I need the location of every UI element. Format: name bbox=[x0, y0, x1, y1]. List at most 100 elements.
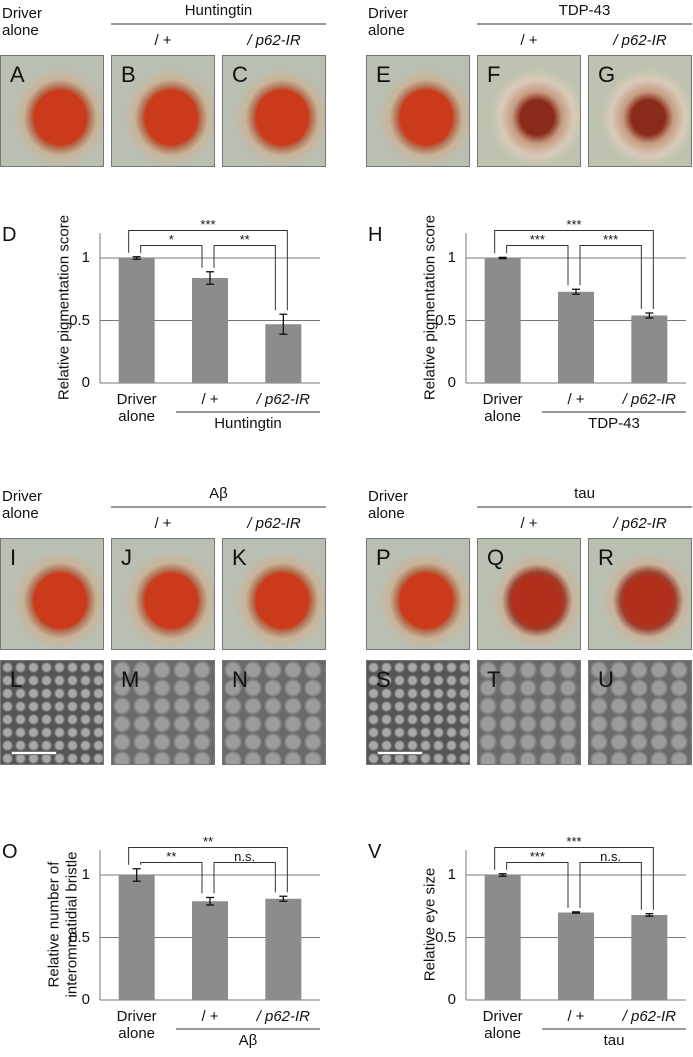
x-tick-label: / p62-IR bbox=[622, 391, 676, 408]
panel-letter: F bbox=[487, 62, 501, 87]
significance-label: * bbox=[168, 231, 174, 247]
x-tick-label: / p62-IR bbox=[622, 1008, 676, 1025]
sem-photo: S bbox=[366, 660, 470, 765]
construct-label: Aβ bbox=[209, 485, 228, 502]
eye-photo: R bbox=[588, 538, 692, 650]
y-tick-label: 0 bbox=[81, 374, 90, 391]
group-label: TDP-43 bbox=[588, 415, 640, 432]
panel-letter: S bbox=[376, 667, 391, 692]
condition-label: / + bbox=[520, 32, 538, 49]
significance-label: *** bbox=[566, 833, 582, 849]
y-tick-label: 0 bbox=[447, 991, 456, 1008]
y-tick-label: 1 bbox=[81, 249, 90, 266]
significance-bracket bbox=[506, 245, 569, 286]
significance-bracket bbox=[128, 230, 288, 311]
significance-label: n.s. bbox=[234, 848, 256, 864]
significance-bracket bbox=[140, 245, 203, 268]
y-tick-label: 0.5 bbox=[435, 928, 456, 946]
bar bbox=[631, 315, 668, 383]
condition-label: / + bbox=[154, 32, 172, 49]
significance-bracket bbox=[128, 847, 288, 893]
sem-photo: U bbox=[588, 660, 692, 765]
x-tick-label: / + bbox=[567, 1008, 585, 1025]
driver-label: Driver alone bbox=[368, 5, 408, 39]
bar bbox=[558, 912, 594, 1000]
sem-photo: L bbox=[0, 660, 104, 765]
scale-bar bbox=[11, 751, 57, 755]
panel-letter: U bbox=[598, 667, 614, 692]
x-tick-label: / p62-IR bbox=[256, 391, 310, 408]
x-tick-label: Driver alone bbox=[482, 391, 523, 425]
significance-bracket bbox=[140, 862, 203, 894]
panel-letter: L bbox=[10, 667, 23, 692]
eye-photo: J bbox=[111, 538, 215, 650]
bar bbox=[118, 258, 155, 383]
eye-photo: E bbox=[366, 55, 470, 167]
panel-letter: T bbox=[487, 667, 501, 692]
panel-letter: J bbox=[121, 545, 132, 570]
eye-photo: P bbox=[366, 538, 470, 650]
y-tick-label: 0.5 bbox=[435, 311, 456, 329]
significance-bracket bbox=[579, 862, 642, 910]
panel-letter: O bbox=[2, 841, 18, 863]
panel-letter: A bbox=[10, 62, 25, 87]
construct-label: tau bbox=[574, 485, 595, 502]
significance-label: *** bbox=[529, 848, 545, 864]
significance-label: ** bbox=[166, 848, 177, 864]
bar bbox=[192, 901, 228, 1000]
x-tick-label: / + bbox=[201, 1008, 219, 1025]
panel-letter: B bbox=[121, 62, 136, 87]
condition-label: / p62-IR bbox=[247, 32, 301, 49]
bar bbox=[558, 291, 594, 383]
panel-letter: K bbox=[232, 545, 247, 570]
x-tick-label: / + bbox=[567, 391, 585, 408]
bar bbox=[192, 278, 228, 383]
driver-label: Driver alone bbox=[2, 5, 42, 39]
significance-label: *** bbox=[566, 216, 582, 232]
panel-letter: V bbox=[368, 841, 382, 863]
y-tick-label: 0.5 bbox=[69, 311, 90, 329]
significance-bracket bbox=[213, 245, 276, 311]
x-tick-label: Driver alone bbox=[116, 391, 157, 425]
eye-photo: I bbox=[0, 538, 104, 650]
panel-letter: R bbox=[598, 545, 614, 570]
group-label: Aβ bbox=[238, 1032, 258, 1049]
x-tick-label: / p62-IR bbox=[256, 1008, 310, 1025]
y-tick-label: 0.5 bbox=[69, 928, 90, 946]
eye-photo: K bbox=[222, 538, 326, 650]
significance-label: ** bbox=[239, 231, 250, 247]
sem-photo: M bbox=[111, 660, 215, 765]
panel-letter: H bbox=[368, 224, 383, 246]
panel-letter: N bbox=[232, 667, 248, 692]
eye-photo: C bbox=[222, 55, 326, 167]
y-tick-label: 1 bbox=[81, 866, 90, 883]
y-tick-label: 1 bbox=[447, 249, 456, 266]
significance-bracket bbox=[213, 862, 276, 894]
bar bbox=[484, 875, 521, 1000]
bar bbox=[265, 898, 302, 1000]
driver-label: Driver alone bbox=[2, 488, 42, 522]
group-label: tau bbox=[603, 1032, 625, 1049]
eye-photo: G bbox=[588, 55, 692, 167]
condition-label: / p62-IR bbox=[247, 515, 301, 532]
significance-label: *** bbox=[603, 231, 619, 247]
sem-photo: N bbox=[222, 660, 326, 765]
y-tick-label: 0 bbox=[447, 374, 456, 391]
condition-label: / p62-IR bbox=[613, 515, 667, 532]
scale-bar bbox=[377, 751, 423, 755]
significance-label: ** bbox=[202, 833, 214, 849]
significance-bracket bbox=[494, 847, 654, 910]
panel-letter: Q bbox=[487, 545, 505, 570]
x-tick-label: Driver alone bbox=[116, 1008, 157, 1042]
bar bbox=[118, 875, 155, 1000]
panel-letter: P bbox=[376, 545, 391, 570]
panel-letter: M bbox=[121, 667, 140, 692]
x-tick-label: / + bbox=[201, 391, 219, 408]
significance-label: *** bbox=[529, 231, 545, 247]
eye-photo: B bbox=[111, 55, 215, 167]
panel-letter: I bbox=[10, 545, 17, 570]
significance-bracket bbox=[506, 862, 569, 908]
panel-letter: E bbox=[376, 62, 391, 87]
